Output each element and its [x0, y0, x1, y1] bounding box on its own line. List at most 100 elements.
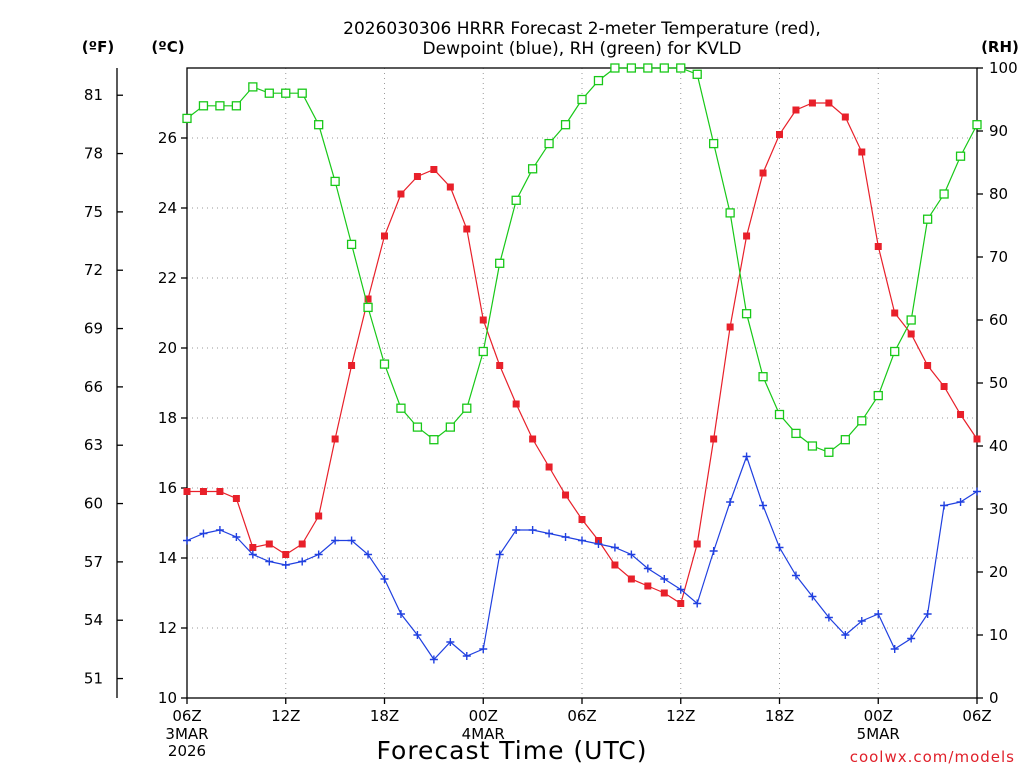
- celsius-unit-label: (ºC): [151, 38, 184, 56]
- rh-point: [445, 422, 455, 432]
- temperature-point: [199, 488, 207, 495]
- temperature-point: [430, 166, 438, 173]
- dewpoint-point: [561, 533, 570, 541]
- dewpoint-point: [907, 634, 916, 643]
- temperature-point: [841, 113, 849, 121]
- temperature-point: [644, 582, 652, 590]
- time-tick-label: 06Z: [962, 707, 991, 725]
- time-tick-label: 18Z: [765, 707, 794, 725]
- dewpoint-point: [857, 617, 866, 625]
- temperature-point: [183, 488, 191, 495]
- celsius-tick-label: 14: [158, 549, 177, 567]
- rh-point: [807, 441, 818, 451]
- temperature-point: [529, 435, 537, 443]
- temperature-point: [759, 169, 767, 177]
- fahrenheit-tick-label: 57: [84, 553, 103, 571]
- temperature-point: [397, 190, 405, 198]
- time-tick-label: 00Z: [469, 707, 498, 725]
- celsius-tick-label: 24: [158, 199, 177, 217]
- rh-point: [857, 416, 867, 426]
- rh-point: [379, 359, 390, 369]
- dewpoint-point: [183, 536, 191, 545]
- fahrenheit-unit-label: (ºF): [82, 38, 114, 56]
- rh-tick-label: 100: [989, 59, 1018, 77]
- temperature-point: [627, 575, 635, 583]
- rh-point: [709, 138, 719, 149]
- rh-tick-label: 70: [989, 248, 1008, 266]
- temperature-point: [545, 463, 553, 471]
- fahrenheit-tick-label: 66: [84, 378, 103, 396]
- rh-point: [231, 101, 242, 111]
- dewpoint-point: [643, 564, 652, 573]
- rh-point: [511, 195, 521, 205]
- dewpoint-point: [396, 610, 405, 618]
- rh-point: [741, 309, 752, 319]
- temperature-point: [315, 512, 323, 520]
- rh-point: [544, 138, 554, 149]
- dewpoint-point: [413, 631, 422, 639]
- axes: [116, 67, 978, 699]
- fahrenheit-tick-label: 51: [84, 670, 103, 688]
- dewpoint-point: [726, 498, 735, 506]
- temperature-point: [562, 491, 570, 499]
- dewpoint-point: [281, 561, 290, 569]
- rh-point: [725, 208, 735, 218]
- dewpoint-point: [314, 550, 323, 559]
- dewpoint-point: [528, 526, 537, 534]
- rh-point: [791, 428, 801, 439]
- dewpoint-point: [759, 501, 768, 510]
- rh-line: [186, 67, 978, 453]
- rh-tick-label: 10: [989, 626, 1008, 644]
- celsius-tick-label: 18: [158, 409, 177, 427]
- rh-point: [840, 435, 850, 445]
- rh-point: [873, 390, 883, 401]
- dewpoint-point: [347, 536, 356, 545]
- celsius-tick-label: 12: [158, 619, 177, 637]
- dewpoint-point: [479, 645, 488, 653]
- temperature-point: [710, 435, 718, 443]
- rh-point: [462, 403, 472, 413]
- rh-point: [922, 214, 933, 224]
- rh-point: [264, 88, 274, 98]
- temperature-point: [446, 183, 454, 191]
- rh-point: [412, 422, 423, 432]
- dewpoint-point: [973, 487, 981, 496]
- temperature-point: [364, 295, 372, 303]
- dewpoint-point: [808, 592, 817, 601]
- dewpoint-point: [660, 575, 669, 583]
- dewpoint-point: [824, 613, 833, 622]
- time-tick-label: 06Z: [172, 707, 201, 725]
- axis-ticks: 10 12 14 16 18 20 22 24 26 51 54 57 60 63 66 69 72 75 78 81…: [84, 59, 1018, 760]
- temperature-point: [973, 435, 981, 443]
- fahrenheit-tick-label: 63: [84, 436, 103, 454]
- time-tick-label: 00Z: [864, 707, 893, 725]
- rh-point: [593, 75, 604, 86]
- temperature-point: [924, 362, 932, 369]
- dewpoint-point: [709, 547, 718, 555]
- dewpoint-point: [791, 571, 800, 580]
- dewpoint-point: [923, 610, 932, 618]
- temperature-point: [808, 99, 816, 107]
- temperature-point: [907, 330, 915, 338]
- rh-tick-label: 30: [989, 500, 1008, 518]
- temperature-point: [331, 435, 339, 443]
- dewpoint-point: [265, 557, 274, 566]
- rh-point: [182, 113, 192, 124]
- credit-link[interactable]: coolwx.com/models: [850, 748, 1015, 766]
- dewpoint-point: [578, 536, 586, 545]
- rh-point: [198, 101, 209, 111]
- temperature-point: [677, 600, 685, 607]
- chart-title-line-2: Dewpoint (blue), RH (green) for KVLD: [423, 39, 742, 59]
- gridlines: [187, 68, 977, 698]
- rh-unit-label: (RH): [981, 38, 1019, 56]
- rh-point: [478, 346, 488, 357]
- rh-point: [890, 346, 900, 357]
- temperature-point: [512, 400, 520, 408]
- rh-point: [495, 258, 505, 268]
- date-tick-label: 4MAR: [462, 725, 505, 743]
- celsius-tick-label: 26: [158, 129, 177, 147]
- celsius-tick-label: 10: [158, 689, 177, 707]
- celsius-tick-label: 20: [158, 339, 177, 357]
- rh-point: [248, 82, 258, 92]
